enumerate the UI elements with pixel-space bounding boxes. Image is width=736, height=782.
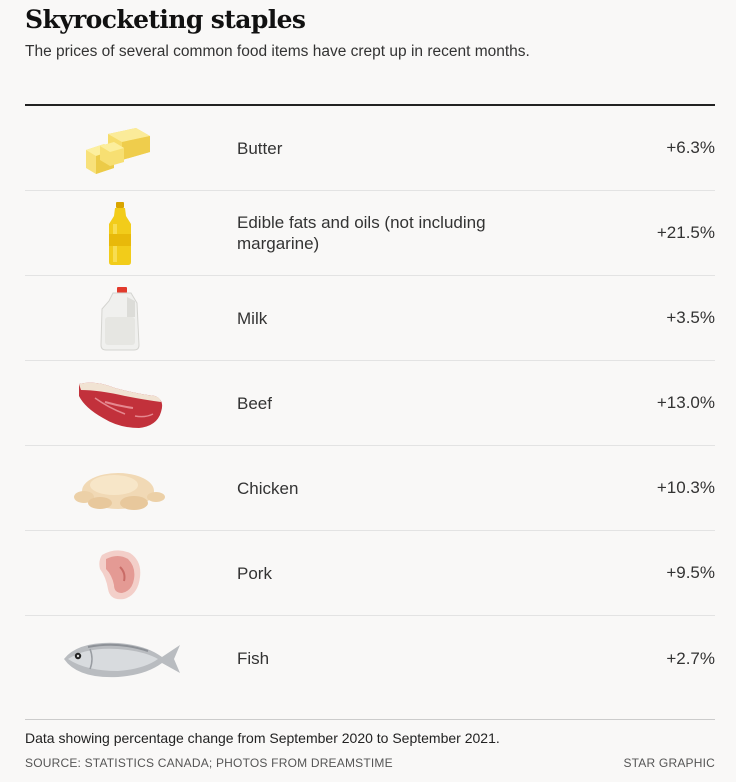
row-label: Edible fats and oils (not including marg…: [237, 213, 486, 253]
source-credit: SOURCE: STATISTICS CANADA; PHOTOS FROM D…: [25, 756, 393, 770]
table-row: Milk +3.5%: [25, 276, 715, 361]
graphic-credit: STAR GRAPHIC: [623, 756, 715, 770]
row-label: Beef: [237, 393, 272, 413]
chicken-icon: [45, 446, 195, 531]
table-row: Chicken +10.3%: [25, 446, 715, 531]
price-table: Butter +6.3% Edible fats and oils (not i…: [25, 106, 715, 701]
pork-chop-icon: [45, 531, 195, 616]
oil-bottle-icon: [45, 191, 195, 276]
chart-subtitle: The prices of several common food items …: [25, 43, 530, 60]
chart-title: Skyrocketing staples: [25, 5, 306, 34]
data-note: Data showing percentage change from Sept…: [25, 730, 500, 746]
fish-icon: [45, 616, 195, 701]
beef-steak-icon: [45, 361, 195, 446]
table-row: Edible fats and oils (not including marg…: [25, 191, 715, 276]
row-value: +13.0%: [656, 393, 715, 412]
row-label: Fish: [237, 649, 270, 668]
row-value: +21.5%: [656, 223, 715, 242]
row-label: Chicken: [237, 478, 299, 498]
table-row: Fish +2.7%: [25, 616, 715, 701]
table-row: Butter +6.3%: [25, 106, 715, 191]
row-value: +6.3%: [666, 138, 715, 157]
row-label: Pork: [237, 563, 272, 583]
row-value: +3.5%: [666, 308, 715, 327]
table-row: Pork +9.5%: [25, 531, 715, 616]
row-label: Butter: [237, 138, 283, 158]
row-value: +10.3%: [656, 478, 715, 497]
table-row: Beef +13.0%: [25, 361, 715, 446]
row-value: +2.7%: [666, 648, 715, 668]
butter-icon: [45, 106, 195, 191]
row-label: Milk: [237, 308, 268, 328]
bottom-rule: [25, 719, 715, 720]
row-value: +9.5%: [666, 563, 715, 582]
top-rule: [25, 104, 715, 106]
milk-jug-icon: [45, 276, 195, 361]
